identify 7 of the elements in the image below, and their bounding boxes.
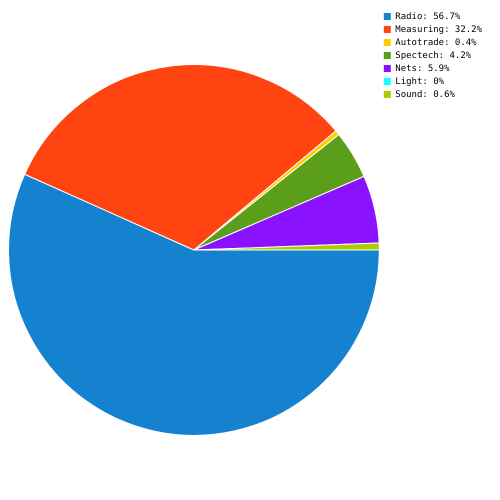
legend-label: Nets: 5.9% [395,64,450,74]
legend-label: Measuring: 32.2% [395,24,483,35]
legend-label: Sound: 0.6% [395,90,456,100]
legend-label: Light: 0% [395,76,445,87]
legend-label: Radio: 56.7% [395,12,461,22]
legend-label: Spectech: 4.2% [395,50,472,61]
legend-label: Autotrade: 0.4% [395,38,478,48]
